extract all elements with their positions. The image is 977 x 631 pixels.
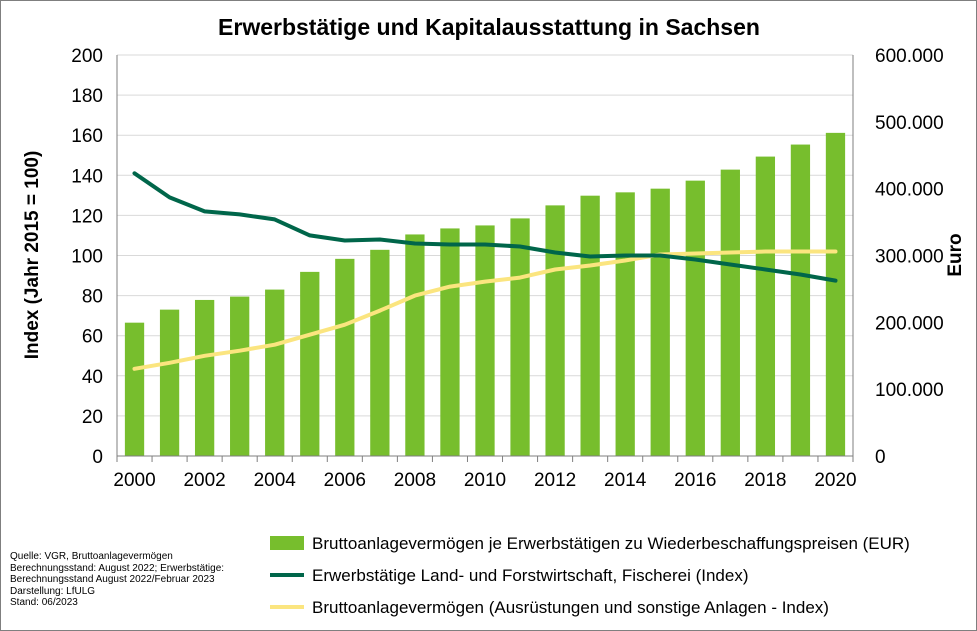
bar xyxy=(405,234,425,456)
bar xyxy=(720,169,740,456)
left-tick-label: 100 xyxy=(71,247,103,268)
equipment-index-line xyxy=(132,249,838,371)
legend-label-equipment: Bruttoanlagevermögen (Ausrüstungen und s… xyxy=(312,598,829,617)
bar xyxy=(440,228,460,456)
source-line: Darstellung: LfULG xyxy=(10,585,96,597)
left-tick-label: 180 xyxy=(71,86,103,107)
left-tick-label: 120 xyxy=(71,206,103,227)
bar xyxy=(650,188,670,456)
bar xyxy=(685,180,705,456)
line-series xyxy=(132,171,838,371)
right-tick-label: 200.000 xyxy=(875,313,944,334)
bar xyxy=(194,299,215,456)
right-tick-label: 300.000 xyxy=(875,247,944,268)
x-tick-label: 2002 xyxy=(183,470,225,491)
bar xyxy=(790,144,811,456)
bar xyxy=(335,258,355,456)
left-tick-label: 80 xyxy=(82,287,103,308)
bar xyxy=(615,192,635,456)
right-axis-ticks: 0 100.000 200.000 300.000 400.000 500.000 600.… xyxy=(875,46,944,468)
bar xyxy=(580,195,600,456)
right-tick-label: 100.000 xyxy=(875,380,944,401)
x-tick-label: 2010 xyxy=(464,470,506,491)
x-tick-label: 2006 xyxy=(324,470,366,491)
x-tick-label: 2000 xyxy=(113,470,155,491)
left-axis-title: Index (Jahr 2015 = 100) xyxy=(22,151,43,360)
left-tick-label: 20 xyxy=(82,407,103,428)
left-tick-label: 160 xyxy=(71,126,103,147)
bar xyxy=(124,322,145,456)
left-tick-label: 60 xyxy=(82,327,103,348)
source-line: Stand: 06/2023 xyxy=(10,597,78,608)
chart-title: Erwerbstätige und Kapitalausstattung in … xyxy=(218,14,760,40)
left-tick-label: 200 xyxy=(71,46,103,67)
bar xyxy=(159,309,180,456)
bar xyxy=(370,249,390,456)
x-tick-label: 2016 xyxy=(674,470,716,491)
legend-swatch-bar xyxy=(270,536,304,550)
bar-series xyxy=(124,132,846,456)
bar xyxy=(475,225,495,456)
right-tick-label: 600.000 xyxy=(875,46,944,67)
x-tick-label: 2012 xyxy=(534,470,576,491)
right-tick-label: 500.000 xyxy=(875,113,944,134)
legend-label-employment: Erwerbstätige Land- und Forstwirtschaft,… xyxy=(312,566,749,585)
bar xyxy=(755,156,776,456)
source-line: Berechnungsstand: August 2022; Erwerbstä… xyxy=(10,562,225,574)
left-tick-label: 40 xyxy=(82,367,103,388)
bar xyxy=(545,205,565,456)
left-axis-ticks: 0 20 40 60 80 100 120 140 160 180 200 xyxy=(71,46,103,468)
bar xyxy=(510,218,530,456)
bar xyxy=(300,271,320,456)
source-line: Berechnungsstand August 2022/Februar 202… xyxy=(10,574,215,585)
left-tick-label: 140 xyxy=(71,166,103,187)
axes xyxy=(116,55,854,462)
source-line: Quelle: VGR, Bruttoanlagevermögen xyxy=(10,551,173,562)
legend: Bruttoanlagevermögen je Erwerbstätigen z… xyxy=(270,534,910,617)
x-axis-ticks: 2000 2002 2004 2006 2008 2010 2012 2014 2016 2018… xyxy=(113,470,856,491)
bar xyxy=(825,132,846,456)
left-tick-label: 0 xyxy=(92,447,103,468)
x-tick-label: 2018 xyxy=(744,470,786,491)
bar xyxy=(230,296,250,456)
x-tick-label: 2004 xyxy=(254,470,297,491)
employment-index-line xyxy=(132,171,838,283)
right-tick-label: 400.000 xyxy=(875,180,944,201)
legend-label-bar: Bruttoanlagevermögen je Erwerbstätigen z… xyxy=(312,534,910,553)
right-axis-title: Euro xyxy=(945,233,966,276)
bar xyxy=(265,289,285,456)
x-tick-label: 2020 xyxy=(814,470,856,491)
source-notes: Quelle: VGR, Bruttoanlagevermögen Berech… xyxy=(10,551,255,609)
right-tick-label: 0 xyxy=(875,447,886,468)
x-tick-label: 2008 xyxy=(394,470,436,491)
x-tick-label: 2014 xyxy=(604,470,647,491)
